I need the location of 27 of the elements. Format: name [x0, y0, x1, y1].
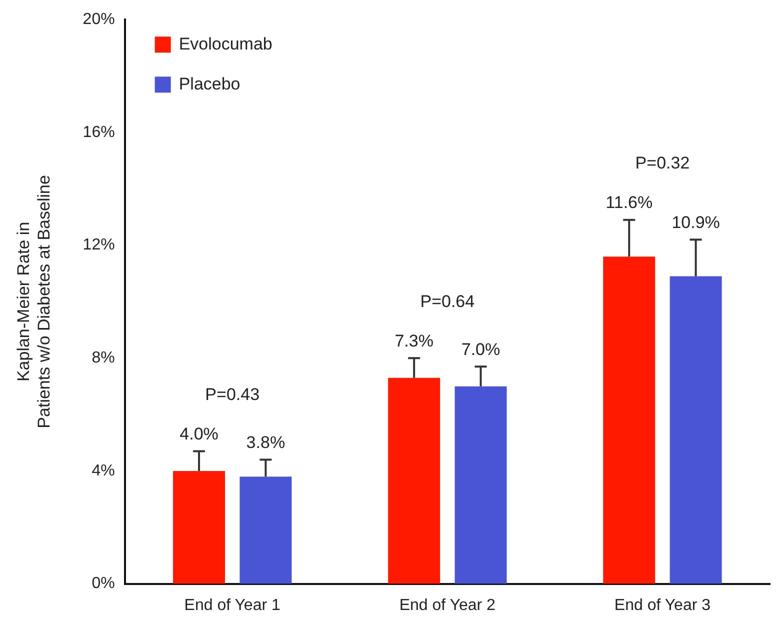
y-tick-label: 16% [82, 124, 115, 141]
annotation: P=0.32 [635, 154, 690, 173]
bar [454, 386, 507, 584]
data-label: 3.8% [246, 432, 286, 452]
bar [173, 470, 226, 584]
bar [388, 378, 440, 584]
bar [240, 476, 292, 584]
y-axis-title: Kaplan-Meier Rate in Patients w/o Diabetes at Baseline [14, 175, 54, 428]
data-label: 10.9% [672, 212, 720, 232]
y-tick-label: 0% [92, 575, 115, 592]
y-tick-label: 20% [82, 11, 115, 28]
x-tick-label: End of Year 2 [399, 596, 496, 614]
data-label: 4.0% [180, 424, 218, 444]
y-tick-label: 4% [92, 462, 115, 480]
bar [670, 276, 722, 584]
legend-label: Placebo [178, 74, 240, 94]
y-tick-label: 8% [92, 350, 115, 367]
annotation: P=0.43 [205, 384, 260, 404]
legend-label: Evolocumab [178, 34, 272, 54]
data-label: 11.6% [606, 193, 653, 212]
x-tick-label: End of Year 1 [184, 596, 280, 614]
data-label: 7.3% [394, 331, 434, 350]
y-tick-label: 12% [82, 236, 115, 254]
x-tick-label: End of Year 3 [614, 596, 711, 614]
bar [603, 256, 656, 584]
data-label: 7.0% [461, 340, 500, 359]
annotation: P=0.64 [420, 292, 475, 311]
